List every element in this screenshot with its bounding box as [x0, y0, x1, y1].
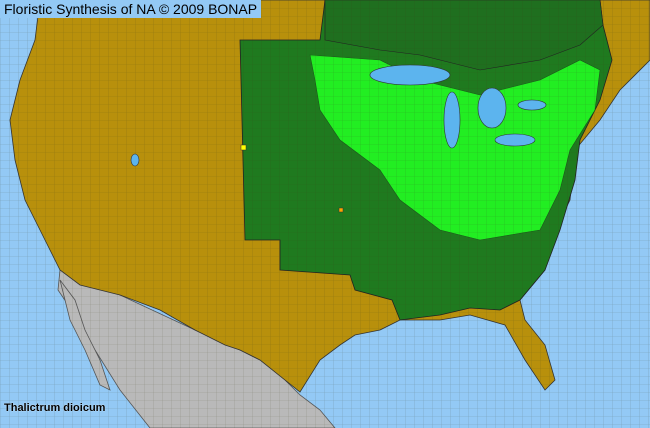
lake-erie: [494, 133, 536, 147]
lake-michigan: [443, 91, 461, 149]
lake-huron: [477, 87, 507, 129]
other-county-marker: [338, 207, 344, 213]
map-title: Floristic Synthesis of NA © 2009 BONAP: [0, 0, 262, 18]
species-label: Thalictrum dioicum: [4, 402, 106, 414]
lake-superior: [369, 64, 451, 86]
lake-ontario: [517, 99, 547, 111]
great-salt-lake: [130, 153, 140, 167]
rare-county-marker: [240, 144, 247, 151]
